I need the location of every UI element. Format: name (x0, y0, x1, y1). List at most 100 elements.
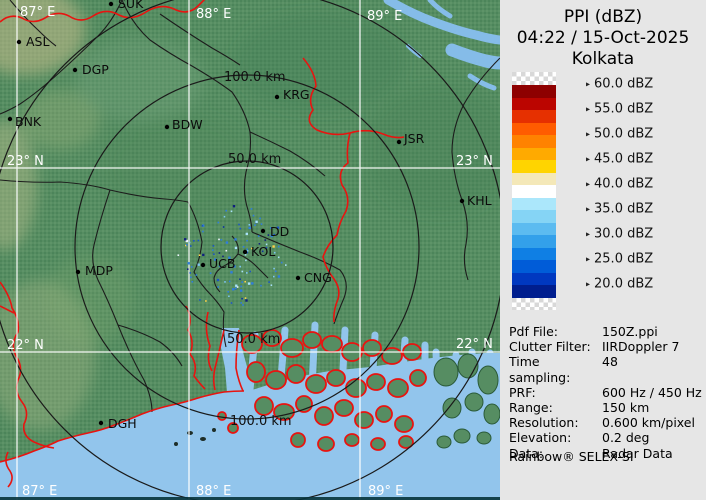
meta-value: 600 Hz / 450 Hz (602, 384, 702, 400)
radar-echo-pixel (273, 251, 276, 254)
city-label-jsr: JSR (403, 131, 425, 146)
radar-echo-pixel (239, 278, 241, 280)
radar-echo-pixel (202, 253, 205, 257)
radar-echo-pixel (216, 278, 220, 282)
radar-echo-pixel (257, 235, 260, 237)
radar-echo-pixel (246, 248, 248, 251)
color-band (512, 285, 556, 298)
city-dot-ucb (200, 262, 206, 268)
radar-echo-pixel (218, 252, 221, 254)
radar-echo-pixel (222, 255, 224, 258)
info-panel: PPI (dBZ) 04:22 / 15-Oct-2025 Kolkata ▸ 6… (500, 0, 706, 500)
radar-echo-pixel (224, 281, 226, 283)
meta-row: PRF: 600 Hz / 450 Hz (509, 385, 703, 400)
radar-echo-pixel (205, 300, 207, 302)
radar-echo-pixel (185, 244, 188, 246)
city-label-mdp: MDP (85, 263, 113, 278)
city-dot-krg (274, 94, 280, 100)
radar-echo-pixel (265, 246, 268, 249)
delta-island (370, 437, 386, 451)
radar-echo-pixel (227, 291, 229, 293)
delta-island (464, 392, 484, 412)
city-dot-dgh (98, 420, 104, 426)
meta-label: Range: (509, 400, 553, 416)
delta-island (317, 436, 335, 452)
map-labels: 100.0 km 50.0 km 50.0 km 100.0 km 87° E 88° E… (7, 0, 493, 499)
radar-echo-pixel (250, 208, 253, 210)
radar-echo-pixel (199, 299, 201, 301)
legend-label-text: 20.0 dBZ (594, 276, 654, 292)
graticule-label: 22° N (456, 337, 493, 352)
radar-echo-pixel (190, 276, 192, 279)
delta-islands (174, 329, 500, 452)
city-label-dgp: DGP (82, 62, 109, 77)
radar-echo-pixel (239, 265, 241, 268)
range-ring-label: 100.0 km (224, 70, 286, 85)
radar-echo-pixel (212, 245, 215, 247)
radar-echo-pixel (245, 232, 248, 236)
city-dot-bdw (164, 124, 170, 130)
radar-echo-pixel (238, 223, 240, 226)
delta-island (227, 422, 239, 434)
radar-echo-pixel (189, 272, 191, 274)
map-bottom-edge (0, 497, 500, 500)
legend-tick-arrow: ▸ (586, 204, 591, 213)
meta-value: 0.2 deg (602, 430, 650, 446)
radar-echo-pixel (258, 243, 261, 245)
delta-island (477, 365, 499, 395)
radar-echo-pixel (188, 241, 191, 244)
radar-echo-pixel (202, 230, 204, 233)
color-band (512, 122, 556, 135)
city-label-ucb: UCB (209, 256, 235, 271)
radar-echo-pixel (268, 281, 270, 283)
radar-echo-pixel (240, 302, 242, 304)
delta-island (290, 432, 306, 448)
meta-row: Resolution: 0.600 km/pixel (509, 415, 703, 430)
delta-island (321, 335, 343, 353)
radar-echo-pixel (248, 224, 251, 226)
radar-echo-pixel (184, 238, 187, 241)
meta-label: Elevation: (509, 430, 572, 446)
software-credit: Rainbow® SELEX-SI (509, 449, 634, 464)
range-rings (0, 0, 500, 500)
delta-island (398, 435, 414, 449)
radar-echo-pixel (201, 225, 204, 227)
radar-echo-pixel (193, 240, 195, 242)
radar-echo-pixel (230, 271, 233, 274)
color-band (512, 197, 556, 210)
range-ring-label: 50.0 km (227, 332, 280, 347)
delta-island (262, 329, 282, 347)
city-label-krg: KRG (283, 87, 310, 102)
radar-echo-pixel (239, 227, 242, 230)
radar-echo-pixel (285, 264, 287, 266)
color-band (512, 172, 556, 185)
meta-value: 0.600 km/pixel (602, 415, 695, 431)
product-metadata: Pdf File: 150Z.ppi Clutter Filter: IIRDoppl… (509, 324, 703, 461)
radar-echo-pixel (245, 299, 248, 302)
legend-tick-arrow: ▸ (586, 79, 591, 88)
station-name: Kolkata (571, 49, 635, 69)
legend-label-text: 50.0 dBZ (594, 126, 654, 142)
radar-echo-pixel (261, 250, 264, 253)
legend-label-text: 45.0 dBZ (594, 151, 654, 167)
radar-echo-pixel (270, 227, 272, 229)
radar-echo-pixel (276, 226, 280, 229)
radar-echo-pixel (214, 258, 217, 261)
radar-echo-pixel (185, 244, 187, 247)
radar-echo-pixel (252, 214, 255, 217)
color-band (512, 110, 556, 123)
legend-label-20.0: ▸ 20.0 dBZ (586, 277, 653, 292)
legend-label-55.0: ▸ 55.0 dBZ (586, 102, 653, 117)
graticule-label: 22° N (7, 338, 44, 353)
legend-label-text: 35.0 dBZ (594, 201, 654, 217)
city-dot-cng (295, 275, 301, 281)
radar-echo-pixel (254, 224, 256, 226)
radar-echo-pixel (236, 286, 239, 288)
delta-island (409, 369, 427, 387)
meta-row: Data: Radar Data (509, 446, 703, 461)
legend-label-text: 40.0 dBZ (594, 176, 654, 192)
radar-echo-pixel (218, 265, 221, 268)
delta-island (265, 370, 287, 390)
panel-titles: PPI (dBZ) 04:22 / 15-Oct-2025 Kolkata (500, 0, 706, 70)
city-label-kol: KOL (251, 244, 275, 259)
